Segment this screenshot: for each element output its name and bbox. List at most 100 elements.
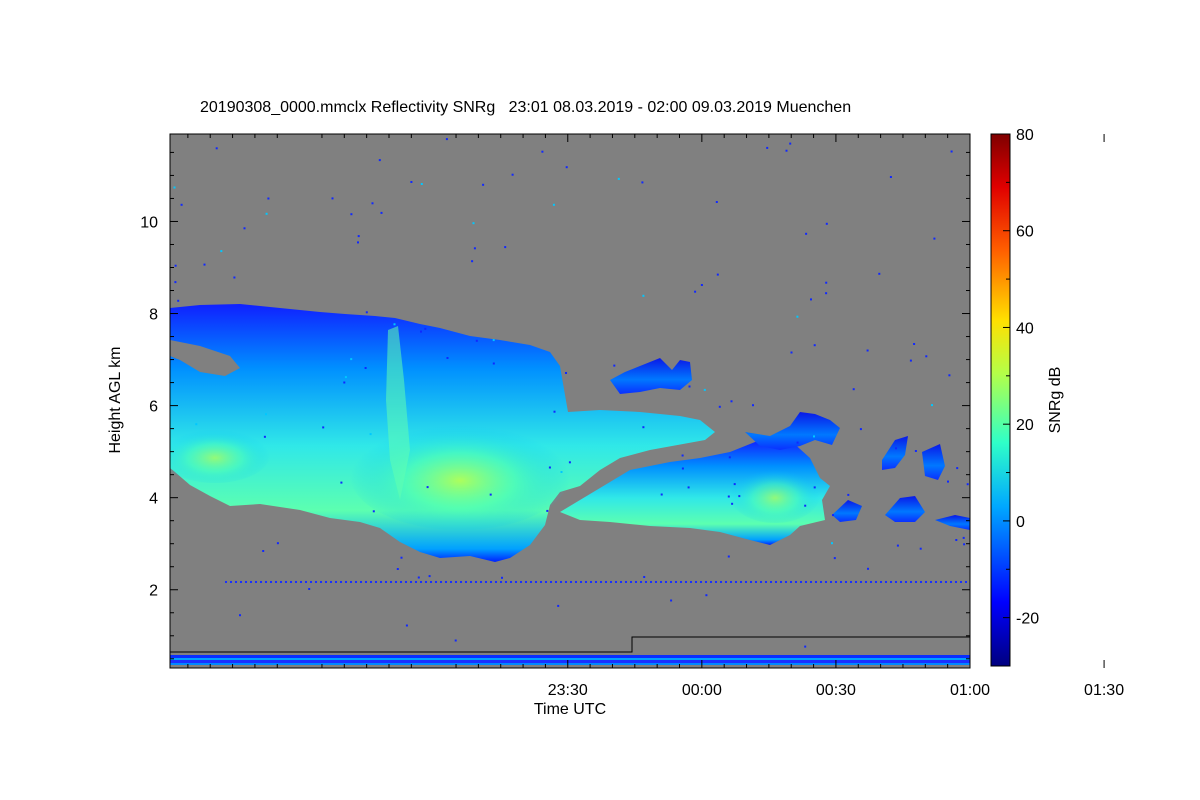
x-tick-label: 00:30 — [816, 682, 856, 699]
ground-band-4 — [170, 663, 970, 665]
y-axis-label: Height AGL km — [107, 346, 124, 453]
noise-speckle — [733, 483, 736, 486]
ground-band-2 — [170, 658, 970, 660]
noise-speckle — [511, 173, 514, 176]
noise-speckle — [716, 273, 719, 276]
noise-speckle — [420, 330, 422, 333]
cloud-core-main — [350, 420, 570, 530]
noise-speckle — [730, 400, 733, 403]
noise-speckle — [492, 339, 495, 342]
noise-speckle — [889, 176, 892, 178]
noise-speckle — [804, 504, 807, 507]
noise-speckle — [832, 514, 834, 517]
noise-speckle — [660, 493, 663, 496]
x-tick-label: 23:30 — [548, 682, 588, 699]
noise-speckle — [700, 284, 703, 286]
cloud-core-mid — [730, 467, 820, 523]
noise-speckle — [553, 410, 556, 413]
instrument-boundary — [170, 636, 970, 653]
noise-speckle — [796, 315, 799, 318]
colorbar-tick-label: -20 — [1016, 611, 1039, 628]
noise-speckle — [308, 588, 311, 590]
noise-speckle — [833, 557, 836, 560]
noise-speckle — [378, 159, 381, 162]
x-tick-label: 01:30 — [1084, 682, 1124, 699]
noise-speckle — [489, 493, 492, 496]
x-axis-label: Time UTC — [534, 701, 606, 718]
noise-speckle — [350, 358, 353, 361]
noise-speckle — [568, 461, 571, 464]
noise-speckle — [641, 181, 644, 184]
noise-speckle — [180, 203, 183, 206]
noise-speckle — [262, 550, 265, 552]
noise-speckle — [215, 147, 218, 150]
noise-speckle — [813, 435, 815, 438]
noise-speckle — [405, 624, 408, 627]
noise-speckle — [878, 272, 881, 275]
noise-speckle — [174, 281, 177, 284]
noise-speckle — [705, 594, 708, 597]
noise-speckle — [813, 344, 816, 347]
noise-speckle — [265, 212, 268, 215]
noise-speckle — [174, 264, 177, 267]
noise-speckle — [925, 355, 928, 358]
noise-speckle — [220, 250, 223, 253]
noise-speckle — [177, 299, 180, 302]
noise-speckle — [424, 327, 427, 330]
noise-speckle — [417, 576, 420, 579]
ground-band-3 — [170, 660, 970, 663]
colorbar-tick-label: 60 — [1016, 224, 1034, 241]
noise-speckle — [727, 555, 730, 558]
colorbar-tick-label: 0 — [1016, 514, 1025, 531]
noise-speckle — [393, 323, 396, 326]
noise-speckle — [552, 203, 555, 206]
cloud-region-upper-patch — [610, 358, 692, 394]
noise-speckle — [565, 372, 567, 374]
noise-speckle — [852, 388, 855, 391]
noise-speckle — [789, 142, 792, 145]
noise-speckle — [956, 467, 959, 470]
noise-speckle — [825, 281, 828, 284]
noise-speckle — [541, 150, 544, 153]
noise-speckle — [643, 576, 646, 578]
plot-frame — [169, 133, 971, 669]
noise-speckle — [380, 211, 383, 214]
noise-speckle — [410, 181, 413, 183]
noise-speckle — [173, 186, 176, 189]
noise-speckle — [687, 486, 690, 489]
cloud-fragment-6 — [832, 500, 862, 522]
noise-speckle — [805, 232, 808, 235]
noise-speckle — [847, 493, 850, 496]
noise-speckle — [752, 404, 754, 407]
noise-speckle — [948, 374, 951, 377]
noise-speckle — [950, 150, 953, 153]
noise-speckle — [947, 480, 949, 483]
colorbar — [990, 133, 1011, 667]
ground-band-1 — [170, 655, 970, 658]
noise-speckle — [933, 237, 936, 240]
noise-speckle — [233, 276, 236, 279]
cloud-fragment-5 — [935, 515, 970, 530]
noise-speckle — [642, 294, 645, 297]
noise-speckle — [866, 349, 869, 352]
noise-speckle — [715, 201, 718, 203]
cloud-fragment-3 — [922, 444, 945, 480]
noise-speckle — [895, 447, 897, 450]
noise-speckle — [557, 604, 560, 607]
noise-speckle — [688, 385, 691, 388]
noise-speckle — [364, 367, 367, 369]
noise-speckle — [400, 556, 403, 559]
noise-speckle — [914, 450, 917, 452]
noise-speckle — [371, 202, 374, 205]
noise-speckle — [919, 547, 922, 550]
cloud-fragment-2 — [882, 436, 908, 470]
noise-speckle — [501, 576, 503, 579]
noise-speckle — [766, 146, 769, 149]
noise-speckle — [344, 376, 347, 379]
noise-speckle — [426, 486, 429, 489]
noise-speckle — [546, 509, 549, 512]
noise-speckle — [357, 241, 359, 244]
colorbar-tick-label: 40 — [1016, 320, 1034, 337]
noise-speckles — [173, 138, 969, 648]
